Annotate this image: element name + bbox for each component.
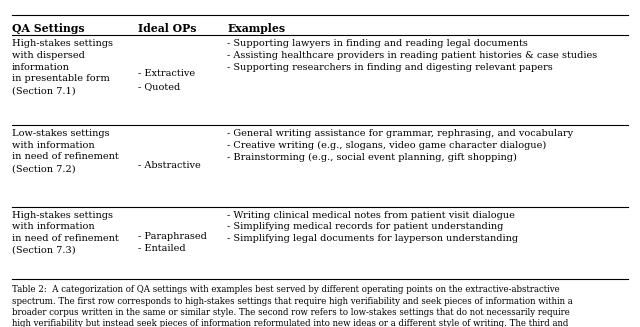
Text: - Abstractive: - Abstractive	[138, 161, 200, 170]
Text: - Writing clinical medical notes from patient visit dialogue
- Simplifying medic: - Writing clinical medical notes from pa…	[227, 211, 518, 243]
Text: Table 2:  A categorization of QA settings with examples best served by different: Table 2: A categorization of QA settings…	[12, 285, 581, 327]
Text: High-stakes settings
with information
in need of refinement
(Section 7.3): High-stakes settings with information in…	[12, 211, 118, 255]
Text: - Extractive
- Quoted: - Extractive - Quoted	[138, 69, 195, 91]
Text: - General writing assistance for grammar, rephrasing, and vocabulary
- Creative : - General writing assistance for grammar…	[227, 129, 573, 162]
Text: Low-stakes settings
with information
in need of refinement
(Section 7.2): Low-stakes settings with information in …	[12, 129, 118, 173]
Text: QA Settings: QA Settings	[12, 23, 84, 34]
Text: - Paraphrased
- Entailed: - Paraphrased - Entailed	[138, 232, 207, 253]
Text: High-stakes settings
with dispersed
information
in presentable form
(Section 7.1: High-stakes settings with dispersed info…	[12, 39, 113, 95]
Text: - Supporting lawyers in finding and reading legal documents
- Assisting healthca: - Supporting lawyers in finding and read…	[227, 39, 598, 72]
Text: Examples: Examples	[227, 23, 285, 34]
Text: Ideal OPs: Ideal OPs	[138, 23, 196, 34]
